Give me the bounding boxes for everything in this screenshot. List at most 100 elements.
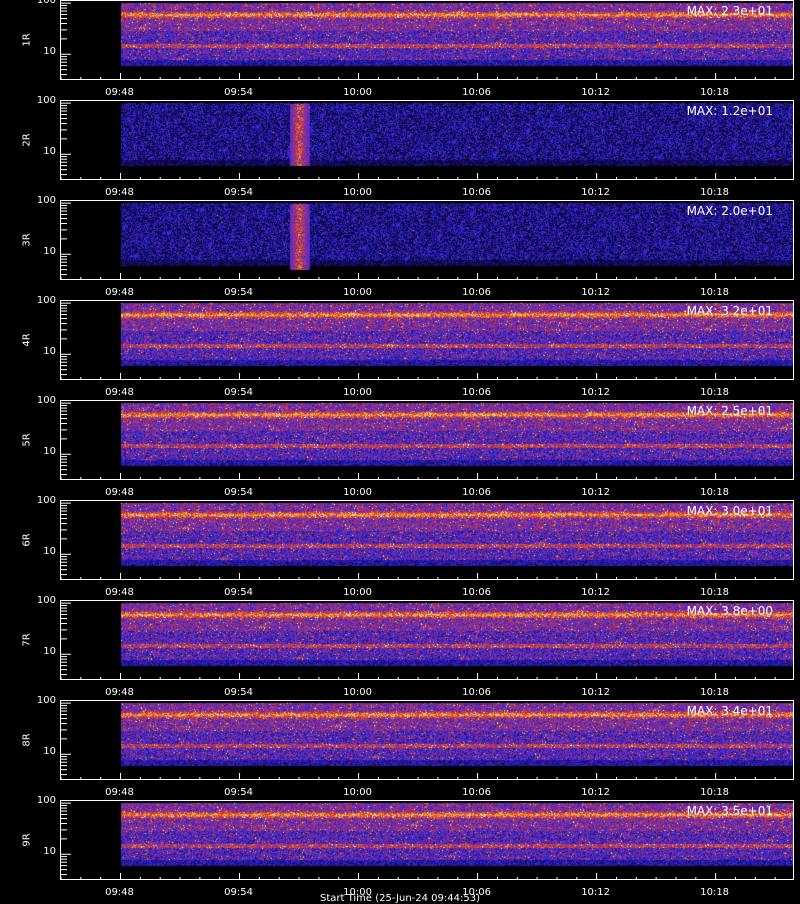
axis-ticks [61,502,776,579]
y-tick-label: 10 [43,846,56,858]
axis-ticks [61,202,776,279]
x-tick-label: 10:00 [343,87,372,98]
panel-2R: MAX: 1.2e+01 2R 100 10 09:48 09:54 10:00 10:06 1… [0,95,800,200]
x-tick-label: 10:06 [462,787,492,798]
x-tick-label: 10:18 [700,287,730,298]
x-tick-label: 10:12 [581,387,611,398]
x-tick-label: 10:06 [462,587,492,598]
x-tick-label: 09:54 [224,587,253,598]
spectrogram-plot: MAX: 2.0e+01 [60,200,794,280]
panel-8R: MAX: 3.4e+01 8R 100 10 09:48 09:54 10:00 10:06 1… [0,695,800,800]
panel-3R: MAX: 2.0e+01 3R 100 10 09:48 09:54 10:00 10:06 1… [0,195,800,300]
y-tick-label: 10 [43,446,56,458]
spectrogram-image [61,301,793,379]
spectrogram-image [61,101,793,179]
axis-ticks [61,402,776,479]
x-tick-label: 10:06 [462,687,492,698]
x-tick-label: 10:12 [581,87,611,98]
panel-label: 6R [21,533,33,547]
x-tick-label: 10:12 [581,187,611,198]
x-tick-label: 10:06 [462,87,492,98]
panel-5R: MAX: 2.5e+01 5R 100 10 09:48 09:54 10:00 10:06 1… [0,395,800,500]
spectrogram-image [61,201,793,279]
panel-4R: MAX: 3.2e+01 4R 100 10 09:48 09:54 10:00 10:06 1… [0,295,800,400]
spectrogram-plot: MAX: 3.0e+01 [60,500,794,580]
x-tick-label: 09:54 [224,187,253,198]
spectrogram-image [61,801,793,879]
axis-ticks [61,802,776,879]
max-label: MAX: 1.2e+01 [686,104,773,118]
y-tick-label: 100 [36,595,56,607]
axis-ticks [61,102,776,179]
spectrogram-plot: MAX: 3.8e+00 [60,600,794,680]
x-tick-label: 09:48 [105,287,134,298]
x-tick-label: 10:06 [462,287,492,298]
x-tick-label: 10:12 [581,687,611,698]
x-tick-label: 09:48 [105,787,134,798]
spectrogram-image [61,701,793,779]
y-tick-label: 100 [36,795,56,807]
x-tick-label: 10:00 [343,387,372,398]
axis-ticks [61,302,776,379]
max-label: MAX: 2.5e+01 [686,404,773,418]
y-tick-label: 10 [43,246,56,258]
x-tick-label: 10:18 [700,687,730,698]
x-axis-title: Start Time (25-Jun-24 09:44:53) [320,893,480,904]
x-tick-label: 10:18 [700,87,730,98]
x-tick-label: 10:00 [343,487,372,498]
x-tick-label: 10:06 [462,887,492,898]
spectrogram-plot: MAX: 1.2e+01 [60,100,794,180]
x-tick-label: 10:00 [343,887,372,898]
y-tick-label: 10 [43,146,56,158]
panel-9R: MAX: 3.5e+01 9R 100 10 09:48 09:54 10:00 10:06 1… [0,795,800,900]
x-tick-label: 10:18 [700,587,730,598]
x-tick-label: 10:00 [343,587,372,598]
max-label: MAX: 2.0e+01 [686,204,773,218]
y-tick-label: 10 [43,346,56,358]
x-tick-label: 09:48 [105,87,134,98]
x-tick-label: 09:54 [224,887,253,898]
x-tick-label: 09:48 [105,587,134,598]
x-tick-label: 10:00 [343,787,372,798]
y-tick-label: 10 [43,646,56,658]
x-tick-label: 09:48 [105,387,134,398]
x-tick-label: 09:48 [105,487,134,498]
x-tick-label: 09:48 [105,687,134,698]
spectrogram-plot: MAX: 3.5e+01 [60,800,794,880]
spectrogram-plot: MAX: 3.4e+01 [60,700,794,780]
axis-ticks [61,702,776,779]
x-tick-label: 10:18 [700,387,730,398]
panel-label: 5R [21,433,33,447]
x-tick-label: 10:06 [462,387,492,398]
x-tick-label: 10:18 [700,887,730,898]
x-tick-label: 09:54 [224,87,253,98]
x-tick-label: 10:18 [700,487,730,498]
axis-ticks [61,2,776,79]
panel-label: 9R [21,833,33,847]
x-tick-label: 09:54 [224,787,253,798]
y-tick-label: 100 [36,95,56,107]
y-tick-label: 100 [36,295,56,307]
x-tick-label: 10:18 [700,187,730,198]
y-tick-label: 100 [36,495,56,507]
x-tick-label: 10:12 [581,487,611,498]
x-tick-label: 10:18 [700,787,730,798]
panel-6R: MAX: 3.0e+01 6R 100 10 09:48 09:54 10:00 10:06 1… [0,495,800,600]
panel-label: 4R [21,333,33,347]
x-tick-label: 10:06 [462,487,492,498]
y-tick-label: 10 [43,746,56,758]
panel-label: 7R [21,633,33,647]
spectrogram-plot: MAX: 2.3e+01 [60,0,794,80]
x-tick-label: 10:12 [581,887,611,898]
y-tick-label: 100 [36,195,56,207]
max-label: MAX: 3.8e+00 [686,604,773,618]
panel-label: 1R [21,33,33,47]
x-tick-label: 10:12 [581,287,611,298]
panel-7R: MAX: 3.8e+00 7R 100 10 09:48 09:54 10:00 10:06 1… [0,595,800,700]
y-tick-label: 10 [43,46,56,58]
x-tick-label: 09:48 [105,187,134,198]
x-tick-label: 10:00 [343,287,372,298]
max-label: MAX: 3.5e+01 [686,804,773,818]
max-label: MAX: 3.0e+01 [686,504,773,518]
